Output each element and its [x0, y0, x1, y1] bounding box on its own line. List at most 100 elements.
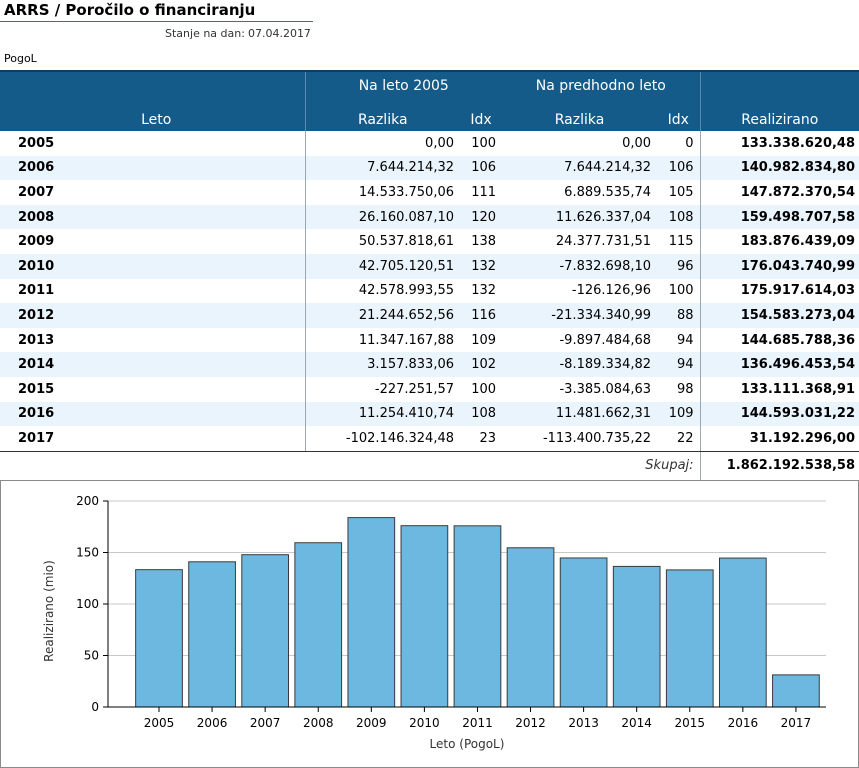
cell-diff-prev: -21.334.340,99 [502, 303, 658, 328]
cell-idx-2005: 102 [460, 352, 503, 377]
cell-idx-2005: 108 [460, 401, 503, 427]
cell-idx-prev: 94 [676, 332, 694, 348]
cell-year: 2015 [18, 381, 55, 397]
group-header-vs-prev: Na predhodno leto [502, 70, 701, 100]
cell-diff-2005: 42.705.120,51 [304, 253, 460, 279]
x-tick-label: 2013 [568, 716, 599, 730]
cell-realized: 31.192.296,00 [699, 426, 859, 452]
cell-year: 2009 [18, 234, 55, 250]
cell-idx-2005: 111 [471, 184, 497, 200]
cell-idx-2005: 100 [471, 135, 497, 151]
bar [294, 542, 343, 708]
cell-diff-prev: 7.644.214,32 [502, 155, 658, 181]
y-tick-label: 100 [76, 597, 99, 611]
bar [347, 517, 396, 708]
table-row: 2006 7.644.214,32 106 7.644.214,32 106 140.98… [0, 155, 859, 181]
header-spacer-right [699, 70, 859, 100]
bar-series [135, 517, 820, 708]
page-title: ARRS / Poročilo o financiranju [4, 1, 256, 19]
cell-year: 2011 [18, 283, 55, 299]
cell-year: 2014 [0, 352, 305, 377]
cell-realized: 175.917.614,03 [699, 278, 859, 304]
cell-idx-prev: 109 [657, 401, 701, 427]
cell-year: 2008 [0, 204, 305, 230]
realized-bar-chart: 0 50 100 150 200 2005 2006 2007 2008 2009 2010 2011… [0, 480, 859, 768]
cell-year: 2016 [0, 401, 305, 427]
subsection-label: PogoL [4, 52, 37, 65]
x-tick-label: 2017 [781, 716, 812, 730]
total-value: 1.862.192.538,58 [699, 451, 859, 480]
cell-idx-prev: 106 [657, 155, 701, 181]
bar [506, 547, 555, 708]
bar [559, 557, 608, 708]
group-header-vs-2005: Na leto 2005 [304, 70, 503, 100]
x-tick-label: 2008 [303, 716, 334, 730]
x-tick-label: 2010 [409, 716, 440, 730]
cell-idx-2005: 132 [471, 283, 497, 299]
column-header-realized: Realizirano [699, 100, 859, 131]
table-row: 2014 3.157.833,06 102 -8.189.334,82 94 136.49… [0, 352, 859, 377]
table-row: 2011 42.578.993,55 132 -126.126,96 100 175.91… [0, 278, 859, 304]
cell-idx-2005: 132 [460, 253, 503, 279]
cell-year: 2005 [18, 135, 55, 151]
cell-year: 2013 [18, 332, 55, 348]
y-tick-label: 200 [76, 494, 99, 508]
table-row: 2009 50.537.818,61 138 24.377.731,51 115 183.… [0, 229, 859, 254]
cell-diff-prev: -126.126,96 [571, 283, 652, 299]
cell-diff-prev: 6.889.535,74 [564, 184, 652, 200]
cell-diff-2005: 0,00 [304, 131, 460, 156]
cell-diff-2005: 21.244.652,56 [304, 303, 460, 328]
cell-idx-prev: 98 [676, 381, 694, 397]
x-tick-label: 2014 [621, 716, 652, 730]
cell-idx-2005: 106 [460, 155, 503, 181]
cell-diff-2005: 50.537.818,61 [304, 229, 460, 254]
cell-diff-prev: 11.481.662,31 [502, 401, 658, 427]
cell-realized: 144.685.788,36 [699, 327, 859, 353]
cell-idx-prev: 108 [657, 204, 701, 230]
column-header-year: Leto [0, 100, 305, 131]
axes: 0 50 100 150 200 2005 2006 2007 2008 2009 2010 2011… [76, 494, 826, 730]
report-date: Stanje na dan: 07.04.2017 [165, 27, 311, 40]
cell-diff-2005: 42.578.993,55 [304, 278, 460, 304]
cell-diff-2005: 7.644.214,32 [304, 155, 460, 181]
table-row: 2012 21.244.652,56 116 -21.334.340,99 88 154.… [0, 303, 859, 328]
cell-year: 2010 [0, 253, 305, 279]
x-tick-label: 2016 [728, 716, 759, 730]
bar [612, 565, 661, 708]
column-header-idx-prev: Idx [657, 100, 701, 131]
bar [665, 569, 714, 708]
cell-idx-2005: 100 [471, 381, 497, 397]
cell-diff-prev: 0,00 [622, 135, 652, 151]
cell-idx-2005: 120 [460, 204, 503, 230]
cell-realized: 159.498.707,58 [699, 204, 859, 230]
cell-idx-prev: 88 [657, 303, 701, 328]
cell-realized: 147.872.370,54 [699, 180, 859, 205]
bar [188, 561, 236, 708]
bar [241, 554, 290, 708]
x-axis-title: Leto (PogoL) [430, 737, 505, 751]
x-tick-label: 2005 [144, 716, 175, 730]
cell-realized: 154.583.273,04 [699, 303, 859, 328]
cell-idx-2005: 138 [471, 234, 497, 250]
cell-idx-prev: 96 [657, 253, 701, 279]
bar [400, 525, 449, 708]
cell-idx-prev: 22 [657, 426, 701, 452]
cell-diff-prev: -113.400.735,22 [502, 426, 658, 452]
cell-idx-2005: 116 [460, 303, 503, 328]
y-tick-label: 0 [91, 700, 99, 714]
cell-diff-2005: 11.347.167,88 [304, 327, 460, 353]
cell-year: 2012 [0, 303, 305, 328]
cell-idx-prev: 100 [668, 283, 694, 299]
cell-diff-2005: 3.157.833,06 [304, 352, 460, 377]
table-row: 2017 -102.146.324,48 23 -113.400.735,22 22 31… [0, 426, 859, 452]
cell-idx-prev: 105 [668, 184, 694, 200]
cell-realized: 133.111.368,91 [699, 376, 859, 402]
cell-diff-prev: -7.832.698,10 [502, 253, 658, 279]
column-header-diff-prev: Razlika [502, 100, 658, 131]
y-tick-label: 50 [84, 649, 99, 663]
cell-idx-prev: 0 [685, 135, 694, 151]
table-row: 2015 -227.251,57 100 -3.385.084,63 98 133.111… [0, 376, 859, 402]
table-row: 2008 26.160.087,10 120 11.626.337,04 108 159.… [0, 204, 859, 230]
table-row: 2016 11.254.410,74 108 11.481.662,31 109 144.… [0, 401, 859, 427]
cell-diff-2005: 11.254.410,74 [304, 401, 460, 427]
